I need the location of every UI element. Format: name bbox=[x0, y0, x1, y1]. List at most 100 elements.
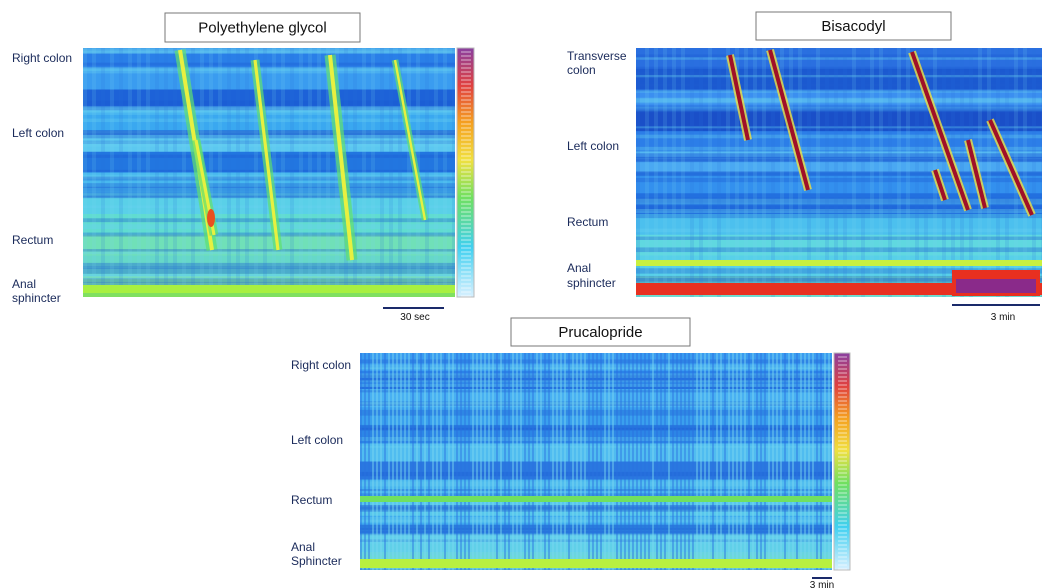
texture bbox=[83, 50, 455, 54]
vstripe bbox=[915, 48, 919, 297]
vstripe bbox=[708, 48, 712, 297]
texture bbox=[636, 66, 1042, 72]
vstripe bbox=[500, 353, 502, 570]
texture bbox=[636, 105, 1042, 111]
vstripe bbox=[772, 353, 774, 570]
texture bbox=[636, 150, 1042, 154]
band bbox=[83, 255, 455, 278]
vstripe bbox=[640, 353, 642, 570]
texture bbox=[83, 67, 455, 71]
texture bbox=[83, 266, 455, 269]
vstripe bbox=[672, 353, 674, 570]
vstripe bbox=[704, 353, 706, 570]
bottom-band bbox=[636, 260, 1042, 266]
row-label-line: Anal bbox=[12, 277, 36, 291]
vstripe bbox=[353, 48, 357, 297]
vstripe bbox=[492, 353, 494, 570]
streak-core bbox=[393, 59, 427, 221]
texture bbox=[83, 281, 455, 286]
vstripe bbox=[508, 353, 510, 570]
panel-title: Prucalopride bbox=[558, 324, 642, 341]
texture bbox=[83, 133, 455, 139]
vstripe bbox=[960, 48, 964, 297]
texture bbox=[636, 78, 1042, 82]
bottom-band bbox=[83, 293, 455, 297]
row-label: Right colon bbox=[12, 51, 72, 65]
vstripe bbox=[776, 353, 778, 570]
texture bbox=[360, 516, 832, 522]
band bbox=[83, 214, 455, 236]
texture bbox=[636, 54, 1042, 58]
vstripe bbox=[504, 353, 506, 570]
vstripe bbox=[879, 48, 883, 297]
vstripe bbox=[870, 48, 874, 297]
bottom-band bbox=[360, 496, 832, 502]
band bbox=[83, 89, 455, 112]
vstripe bbox=[544, 353, 546, 570]
vstripe bbox=[448, 353, 450, 570]
vstripe bbox=[372, 353, 374, 570]
texture bbox=[360, 401, 832, 406]
row-label-line: Anal bbox=[291, 540, 315, 554]
texture bbox=[636, 295, 1042, 297]
vstripe bbox=[436, 353, 438, 570]
row-label-line: sphincter bbox=[12, 291, 61, 305]
texture bbox=[360, 528, 832, 534]
vstripe bbox=[568, 353, 570, 570]
vstripe bbox=[684, 353, 686, 570]
vstripe bbox=[764, 353, 766, 570]
texture bbox=[360, 424, 832, 430]
texture bbox=[636, 126, 1042, 129]
streak-core bbox=[728, 54, 750, 141]
band bbox=[83, 234, 455, 257]
vstripe bbox=[708, 353, 710, 570]
row-label: Left colon bbox=[291, 433, 343, 447]
vstripe bbox=[496, 353, 498, 570]
vstripe bbox=[624, 353, 626, 570]
vstripe bbox=[740, 353, 742, 570]
streak-core bbox=[933, 169, 947, 201]
texture bbox=[360, 481, 832, 487]
band bbox=[636, 234, 1042, 257]
vstripe bbox=[588, 353, 590, 570]
vstripe bbox=[404, 353, 406, 570]
vstripe bbox=[987, 48, 991, 297]
vstripe bbox=[182, 48, 186, 297]
vstripe bbox=[488, 353, 490, 570]
texture bbox=[83, 251, 455, 255]
vstripe bbox=[389, 48, 393, 297]
vstripe bbox=[644, 353, 646, 570]
vstripe bbox=[548, 353, 550, 570]
texture bbox=[83, 106, 455, 112]
vstripe bbox=[824, 353, 826, 570]
texture bbox=[360, 524, 832, 530]
vstripe bbox=[672, 48, 676, 297]
row-label-line: colon bbox=[567, 63, 596, 77]
texture bbox=[83, 218, 455, 223]
vstripe bbox=[119, 48, 123, 297]
vstripe bbox=[680, 353, 682, 570]
vstripe bbox=[648, 353, 650, 570]
vstripe bbox=[484, 353, 486, 570]
vstripe bbox=[520, 353, 522, 570]
texture bbox=[360, 568, 832, 570]
vstripe bbox=[780, 48, 784, 297]
vstripe bbox=[376, 353, 378, 570]
texture bbox=[636, 57, 1042, 60]
vstripe bbox=[371, 48, 375, 297]
vstripe bbox=[696, 353, 698, 570]
vstripe bbox=[789, 48, 793, 297]
texture bbox=[360, 531, 832, 536]
vstripe bbox=[736, 353, 738, 570]
streak-core bbox=[966, 139, 987, 209]
texture bbox=[360, 367, 832, 370]
vstripe bbox=[155, 48, 159, 297]
texture bbox=[636, 81, 1042, 85]
vstripe bbox=[820, 353, 822, 570]
heatmap bbox=[360, 353, 832, 570]
texture bbox=[636, 197, 1042, 203]
vstripe bbox=[218, 48, 222, 297]
vstripe bbox=[420, 353, 422, 570]
texture bbox=[360, 386, 832, 390]
vstripe bbox=[532, 353, 534, 570]
